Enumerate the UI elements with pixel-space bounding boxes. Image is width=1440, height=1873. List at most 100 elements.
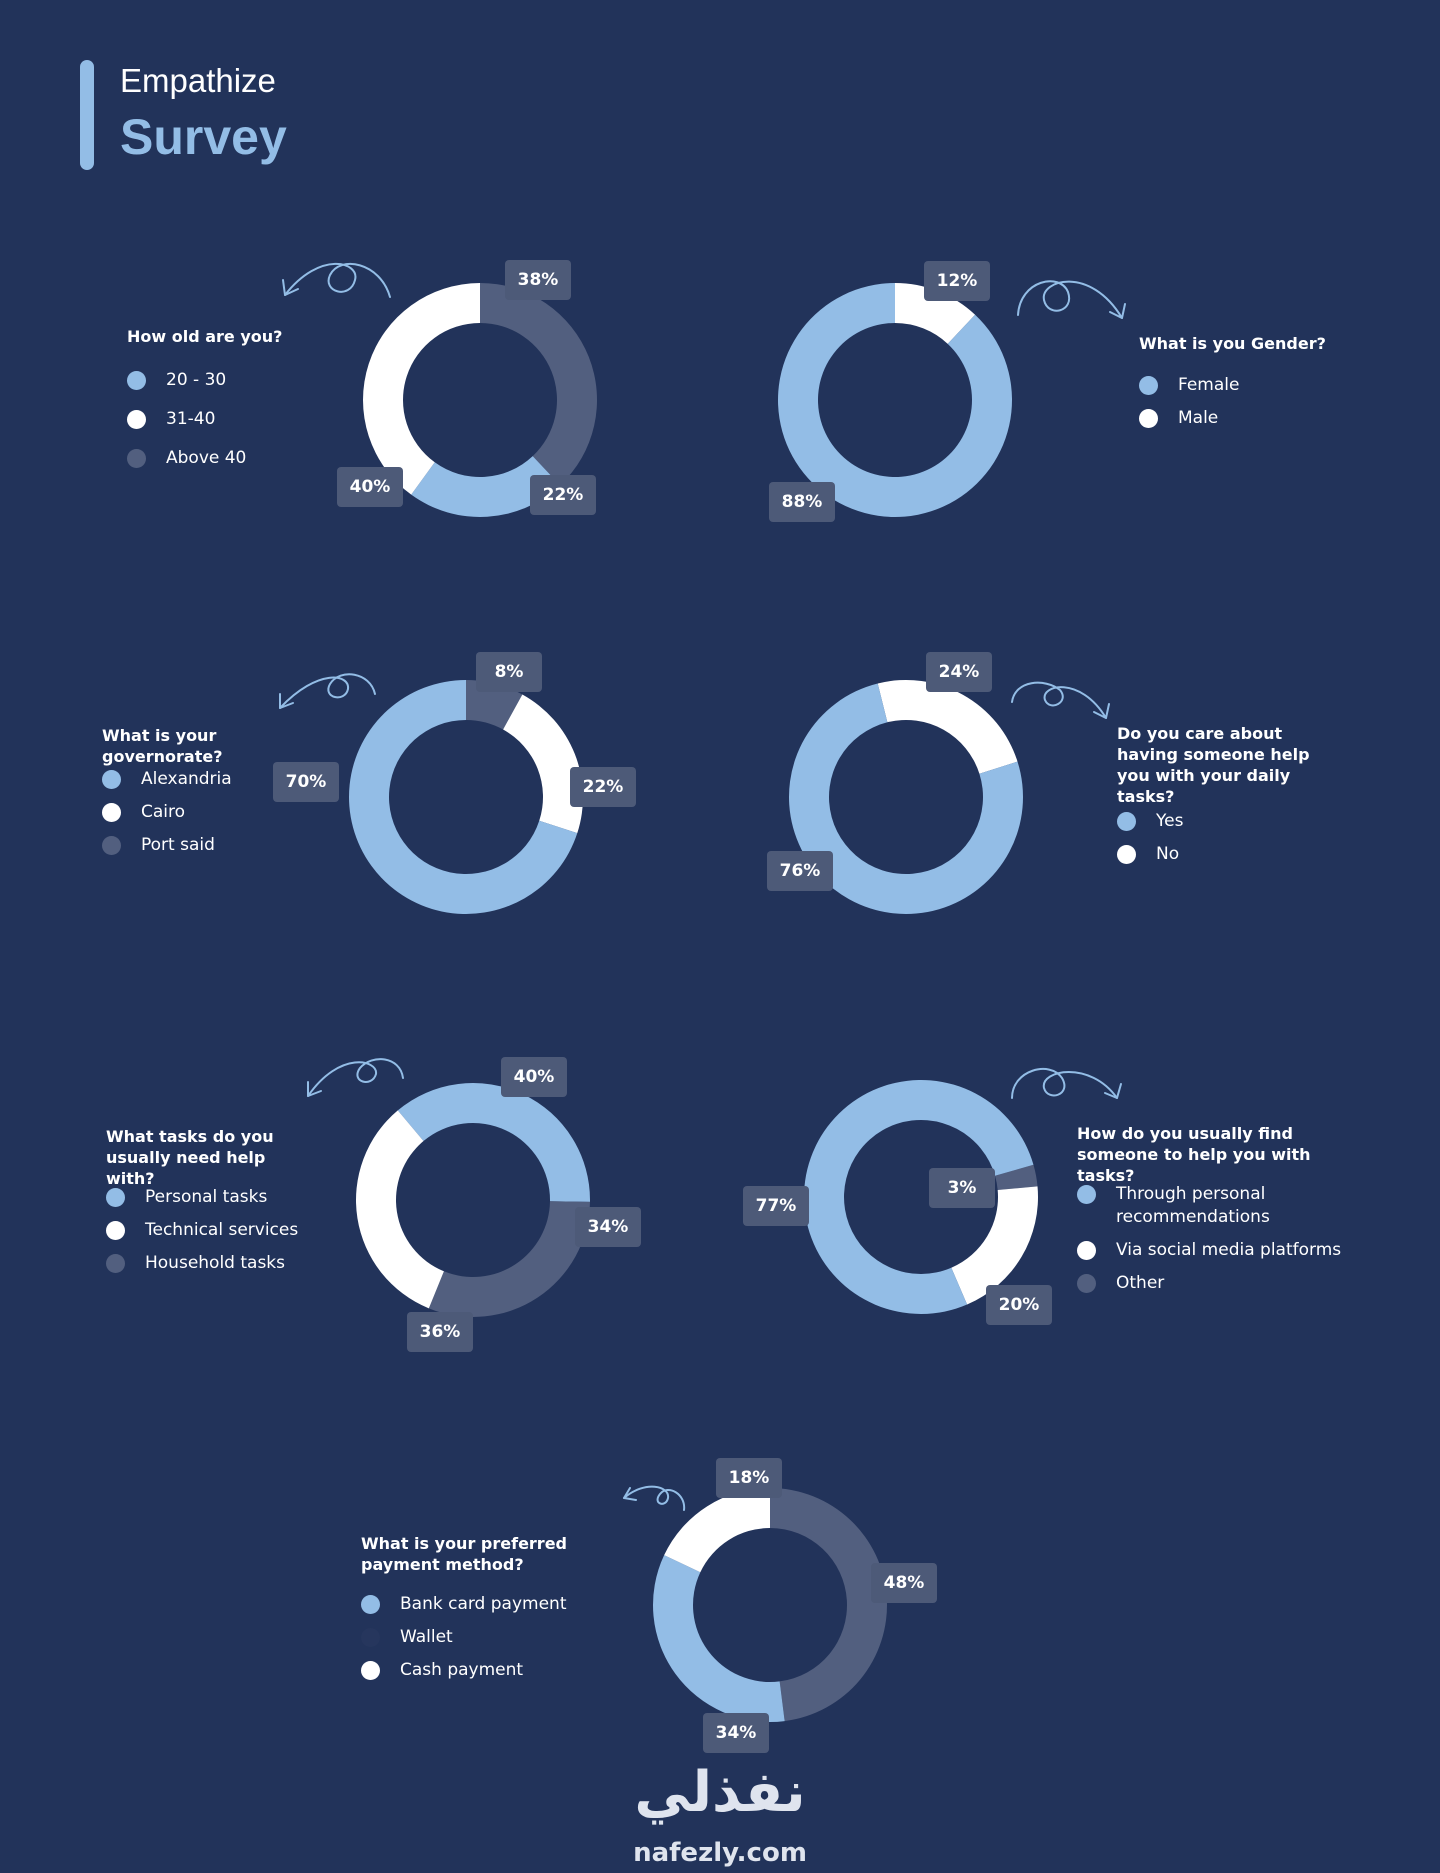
gender-question: What is you Gender? — [1139, 334, 1326, 353]
legend-dot — [1077, 1274, 1096, 1293]
legend-dot — [106, 1221, 125, 1240]
data-label: 22% — [543, 485, 584, 505]
legend-item: Other — [1077, 1272, 1367, 1295]
donut-slice — [995, 1164, 1038, 1191]
legend-label: Male — [1178, 408, 1219, 428]
payment-question: What is your preferred payment method? — [361, 1534, 567, 1574]
legend-label: Cash payment — [400, 1660, 524, 1680]
data-label-box — [767, 851, 833, 891]
legend-item: Port said — [102, 834, 232, 857]
header-subtitle: Empathize — [120, 62, 276, 99]
gender-legend: Female Male — [1139, 374, 1239, 440]
data-label-box — [501, 1057, 567, 1097]
data-label: 70% — [286, 772, 327, 792]
footer-logo-arabic: نفذلي — [634, 1760, 806, 1825]
legend-item: Yes — [1117, 810, 1183, 833]
donut-slice — [770, 1488, 888, 1722]
legend-label: Yes — [1156, 811, 1184, 831]
data-label-box — [337, 467, 403, 507]
legend-label: Wallet — [400, 1627, 453, 1647]
legend-label: Female — [1178, 375, 1240, 395]
legend-dot — [1117, 812, 1136, 831]
legend-dot — [1077, 1241, 1096, 1260]
donut-slice — [362, 283, 480, 495]
legend-item: Cash payment — [361, 1659, 566, 1682]
donut-slice — [397, 1083, 591, 1202]
payment-legend: Bank card payment Wallet Cash payment — [361, 1593, 566, 1692]
data-label-box — [273, 762, 339, 802]
legend-dot — [1139, 376, 1158, 395]
curly-arrow-icon — [623, 1485, 686, 1511]
page-title: Survey — [120, 109, 287, 165]
legend-dot — [102, 836, 121, 855]
data-label: 18% — [729, 1468, 770, 1488]
data-label-box — [575, 1207, 641, 1247]
donut-slice — [789, 683, 1023, 914]
legend-label: Above 40 — [166, 448, 247, 468]
daily-help-question: Do you care about having someone help yo… — [1117, 724, 1310, 806]
legend-dot — [106, 1254, 125, 1273]
donut-chart-3: 76% 24% — [767, 652, 1023, 914]
governorate-question: What is your governorate? — [102, 726, 223, 766]
legend-label: Technical services — [145, 1220, 299, 1240]
donut-slice — [804, 1080, 1034, 1314]
donut-slice — [355, 1110, 444, 1309]
legend-item: 20 - 30 — [127, 369, 246, 392]
data-label: 8% — [495, 662, 524, 682]
data-label-box — [924, 261, 990, 301]
donut-slice — [653, 1555, 785, 1722]
data-label-box — [407, 1312, 473, 1352]
legend-item: Bank card payment — [361, 1593, 566, 1616]
donut-chart-6: 34% 48% 18% — [653, 1458, 937, 1753]
data-label-box — [871, 1563, 937, 1603]
legend-item: Wallet — [361, 1626, 566, 1649]
data-label: 3% — [948, 1178, 977, 1198]
donut-slice — [778, 283, 1013, 517]
legend-item: Female — [1139, 374, 1239, 397]
donut-chart-4: 40% 36% 34% — [355, 1057, 641, 1352]
tasks-legend: Personal tasks Technical services Househ… — [106, 1186, 298, 1285]
data-label: 20% — [999, 1295, 1040, 1315]
legend-item: No — [1117, 843, 1183, 866]
find-helper-question: How do you usually find someone to help … — [1077, 1124, 1311, 1185]
legend-dot — [102, 803, 121, 822]
donut-slice — [428, 1201, 590, 1317]
legend-item: 31-40 — [127, 408, 246, 431]
find-helper-legend: Through personal recommendations Via soc… — [1077, 1183, 1367, 1305]
data-label-box — [716, 1458, 782, 1498]
data-label: 40% — [514, 1067, 555, 1087]
legend-label: Other — [1116, 1273, 1165, 1293]
footer-logo-latin: nafezly.com — [633, 1838, 807, 1868]
legend-item: Through personal recommendations — [1077, 1183, 1367, 1229]
data-label: 24% — [939, 662, 980, 682]
legend-label: Bank card payment — [400, 1594, 567, 1614]
donut-slice — [951, 1186, 1038, 1305]
curly-arrow-icon — [1011, 681, 1110, 719]
legend-label: Personal tasks — [145, 1187, 268, 1207]
data-label-box — [703, 1713, 769, 1753]
legend-label: Alexandria — [141, 769, 232, 789]
legend-dot — [106, 1188, 125, 1207]
donut-slice — [411, 456, 561, 518]
age-legend: 20 - 30 31-40 Above 40 — [127, 369, 246, 480]
data-label: 48% — [884, 1573, 925, 1593]
governorate-legend: Alexandria Cairo Port said — [102, 768, 232, 867]
data-label: 22% — [583, 777, 624, 797]
data-label: 76% — [780, 861, 821, 881]
legend-item: Cairo — [102, 801, 232, 824]
donut-chart-0: 22% 40% 38% — [337, 260, 598, 518]
legend-dot — [1077, 1185, 1096, 1204]
legend-label: Household tasks — [145, 1253, 286, 1273]
donut-slice — [877, 679, 1018, 774]
curly-arrow-icon — [307, 1058, 404, 1097]
legend-dot — [127, 371, 146, 390]
curly-arrow-icon — [282, 262, 391, 298]
legend-item: Personal tasks — [106, 1186, 298, 1209]
data-label-box — [769, 482, 835, 522]
legend-dot — [361, 1628, 380, 1647]
data-label: 36% — [420, 1322, 461, 1342]
donut-chart-5: 77% 20% 3% — [743, 1080, 1052, 1325]
data-label: 34% — [716, 1723, 757, 1743]
data-label-box — [926, 652, 992, 692]
